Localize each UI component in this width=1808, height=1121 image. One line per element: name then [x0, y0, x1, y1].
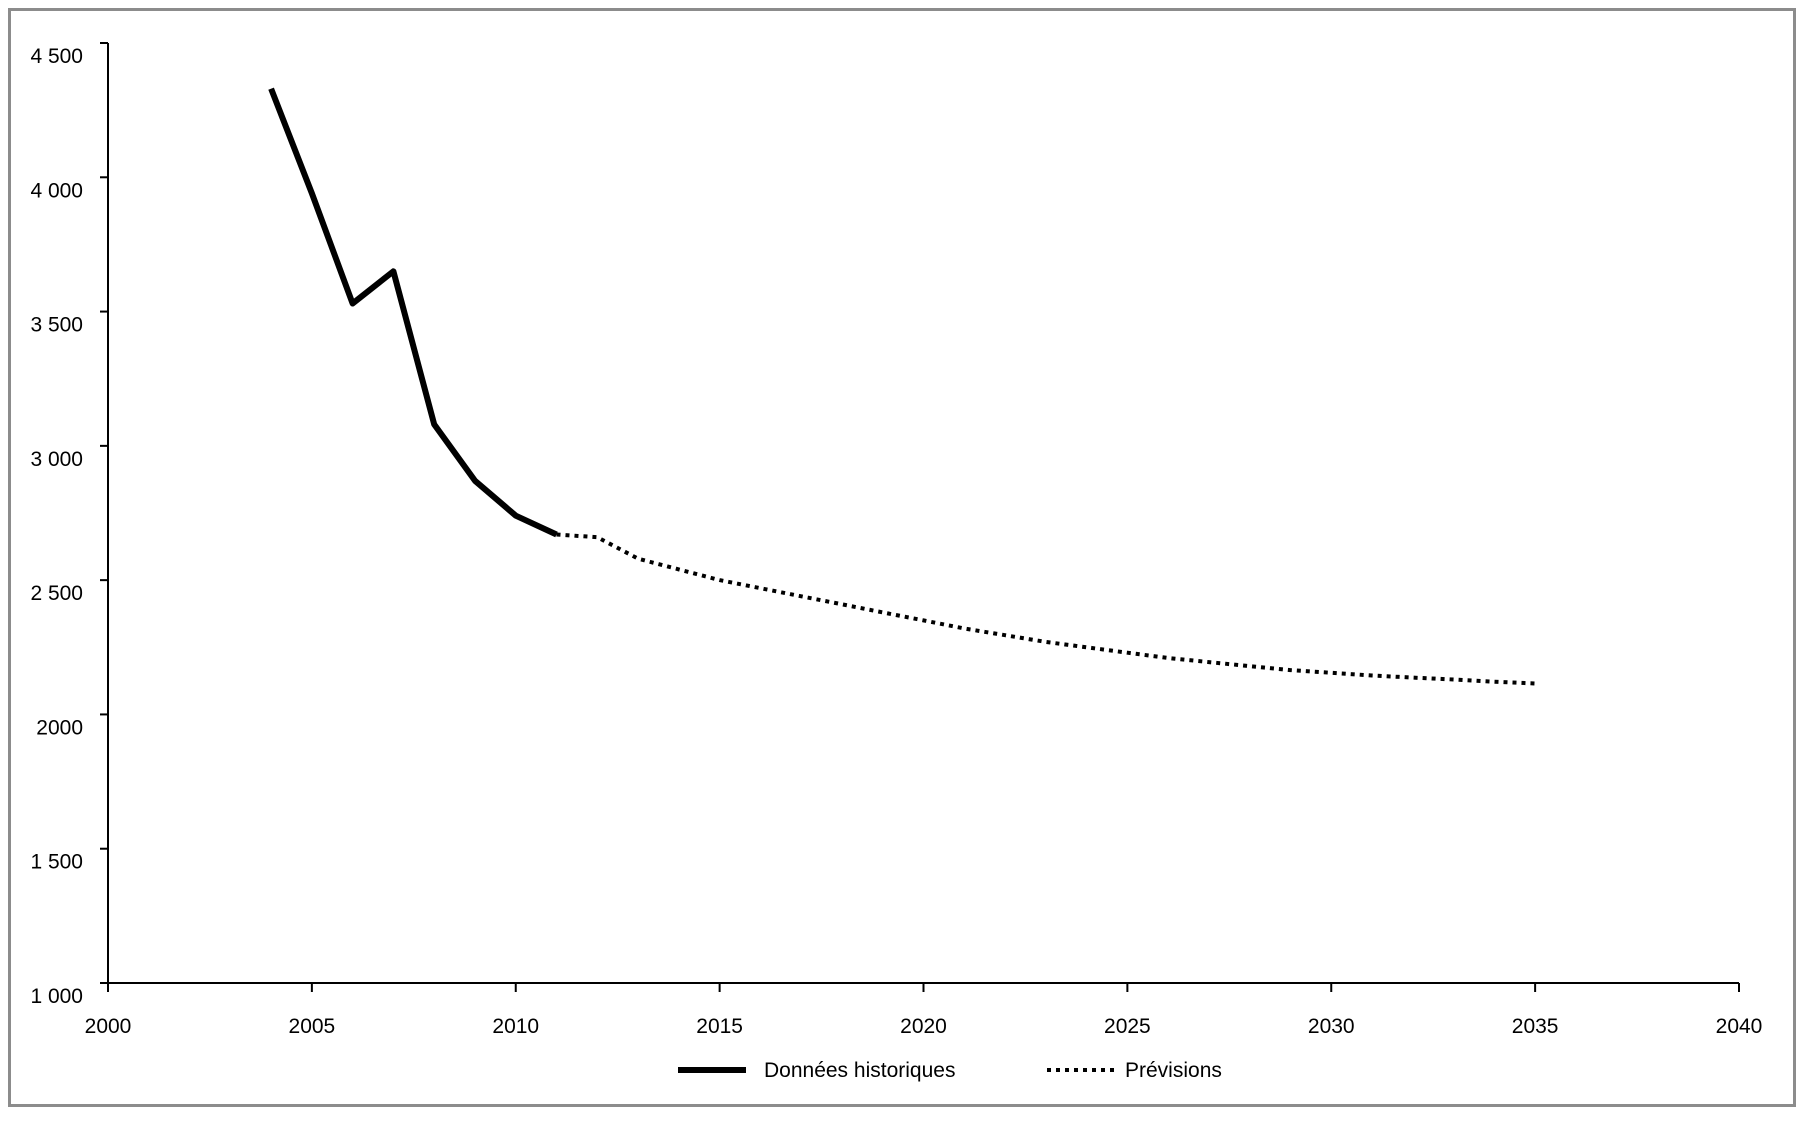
y-tick-label: 1 500: [30, 851, 83, 874]
legend: Données historiques Prévisions: [678, 1059, 1222, 1082]
legend-label: Données historiques: [764, 1059, 955, 1082]
y-tick-label: 3 500: [30, 314, 83, 337]
x-axis-ticks: 2000 2005 2010 2015 2020 2025 2030 2035 2040: [85, 983, 1763, 1038]
y-tick-label: 4 500: [30, 45, 83, 68]
y-tick-label: 2000: [36, 716, 83, 739]
x-tick-label: 2030: [1308, 1015, 1355, 1038]
x-tick-label: 2040: [1716, 1015, 1763, 1038]
legend-label: Prévisions: [1125, 1059, 1222, 1082]
series-historical-line: [268, 87, 558, 538]
chart-frame: 1 000 1 500 2000 2 500 3 000 3 500 4 000 4 500 …: [8, 8, 1796, 1107]
y-tick-label: 4 000: [30, 179, 83, 202]
y-tick-label: 1 000: [30, 985, 83, 1008]
y-axis-ticks: 1 000 1 500 2000 2 500 3 000 3 500 4 000 4 500: [30, 42, 108, 1008]
series-forecast-line: [556, 532, 1536, 686]
legend-item-historical: Données historiques: [678, 1059, 955, 1082]
series-layer: [268, 87, 1536, 686]
x-tick-label: 2025: [1104, 1015, 1151, 1038]
x-tick-label: 2035: [1512, 1015, 1559, 1038]
x-tick-label: 2000: [85, 1015, 132, 1038]
y-tick-label: 2 500: [30, 582, 83, 605]
y-tick-label: 3 000: [30, 448, 83, 471]
x-tick-label: 2005: [289, 1015, 336, 1038]
axes: [107, 43, 1739, 984]
x-tick-label: 2010: [492, 1015, 539, 1038]
x-tick-label: 2015: [696, 1015, 743, 1038]
legend-item-forecast: Prévisions: [1047, 1059, 1222, 1082]
x-tick-label: 2020: [900, 1015, 947, 1038]
